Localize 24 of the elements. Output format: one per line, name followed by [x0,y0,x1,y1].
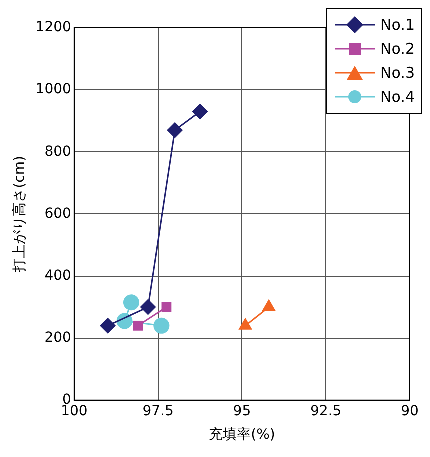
point [100,318,116,334]
point [140,299,156,316]
y-tick-label: 1000 [36,82,72,98]
x-tick-label: 92.5 [310,403,342,420]
legend-label: No.3 [380,64,415,82]
x-axis-title: 充填率(%) [209,427,276,444]
legend-label: No.2 [380,40,415,58]
point [123,294,140,311]
y-tick-label: 200 [44,330,72,346]
y-tick-label: 800 [44,144,72,160]
legend-label: No.1 [380,16,415,34]
point [192,104,208,120]
legend-label: No.4 [380,88,415,106]
point [167,122,184,138]
x-tick-label: 95 [233,403,252,420]
x-tick-label: 90 [401,403,419,420]
y-tick-label: 600 [44,206,72,222]
point [162,302,172,312]
x-tick-label: 97.5 [142,403,174,420]
y-tick-label: 1200 [36,20,72,36]
point [154,318,170,334]
y-tick-label: 400 [44,268,72,284]
point [133,320,144,331]
y-axis-title: 打上がり高さ(cm) [12,156,28,274]
